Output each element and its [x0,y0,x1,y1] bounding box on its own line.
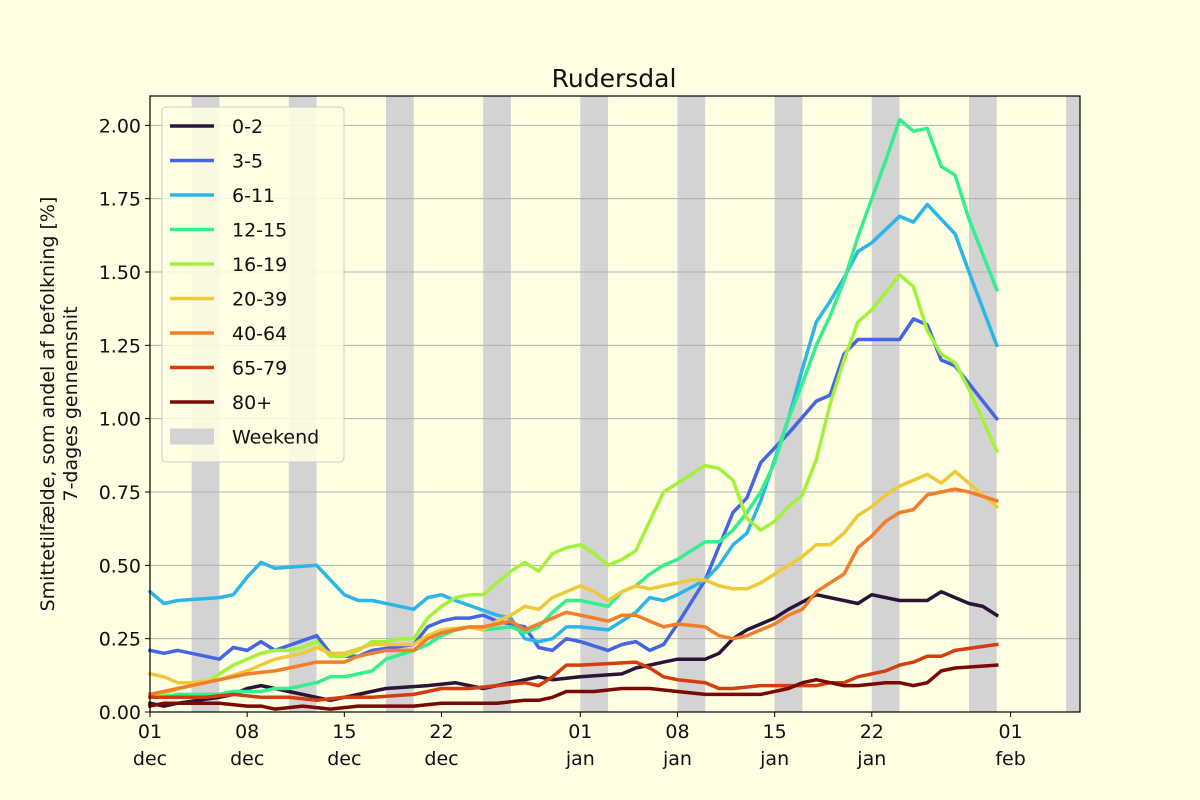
x-tick-label-day: 15 [763,721,787,743]
x-tick-label-day: 01 [568,721,592,743]
y-tick-label: 1.50 [99,262,141,284]
x-tick-label-month: dec [133,748,167,770]
legend-label: 40-64 [232,323,287,345]
x-tick-label-month: dec [230,748,264,770]
y-tick-label: 2.00 [99,115,141,137]
x-tick-label-month: jan [856,748,886,770]
series-line-3-5 [147,317,1000,661]
x-tick-label-month: jan [565,748,595,770]
y-tick-label: 0.00 [99,702,141,724]
series-line-65-79 [148,642,999,703]
x-tick-label-day: 01 [138,721,162,743]
x-tick-label-day: 01 [999,721,1023,743]
legend-label: 16-19 [232,254,287,276]
legend-label: 80+ [232,392,272,414]
legend-label-weekend: Weekend [232,427,319,449]
x-tick-label-month: feb [995,748,1025,770]
x-tick-label-day: 08 [665,721,689,743]
weekend-band [385,96,414,712]
legend-label: 12-15 [232,220,287,242]
series-line-12-15 [147,117,999,700]
legend-label: 0-2 [232,116,263,138]
x-tick-label-month: jan [759,748,789,770]
x-tick-label-day: 22 [860,721,884,743]
y-tick-label: 1.25 [99,335,141,357]
x-tick-label-month: dec [424,748,458,770]
y-axis-label: Smittetilfælde, som andel af befolkning … [37,197,59,612]
x-tick-label-day: 15 [332,721,356,743]
weekend-band [1066,96,1080,712]
legend-label: 3-5 [232,151,263,173]
y-axis-label-subtitle: 7-dages gennemsnit [60,306,82,501]
legend-swatch-weekend [170,428,214,445]
x-tick-label-day: 22 [429,721,453,743]
chart-title: Rudersdal [552,64,677,93]
legend-label: 6-11 [232,185,275,207]
x-tick-label-month: jan [662,748,692,770]
y-tick-label: 0.50 [99,555,141,577]
x-tick-label-month: dec [327,748,361,770]
legend-label: 20-39 [232,289,287,311]
series-line-20-39 [147,469,1000,685]
axes-frame [149,95,1081,713]
y-tick-label: 0.25 [99,629,141,651]
legend-label: 65-79 [232,358,287,380]
legend: 0-2 3-5 6-11 12-15 16-19 20-39 40-64 65-79 80+ We… [161,106,345,463]
y-tick-label: 1.75 [99,189,141,211]
y-tick-label: 1.00 [99,409,141,431]
x-tick-label-day: 08 [235,721,259,743]
series-line-6-11 [147,202,999,644]
series-line-16-19 [147,273,1000,700]
series-line-40-64 [147,487,999,697]
y-tick-label: 0.75 [99,482,141,504]
series-line-80 [147,663,999,711]
weekend-band [968,96,997,712]
